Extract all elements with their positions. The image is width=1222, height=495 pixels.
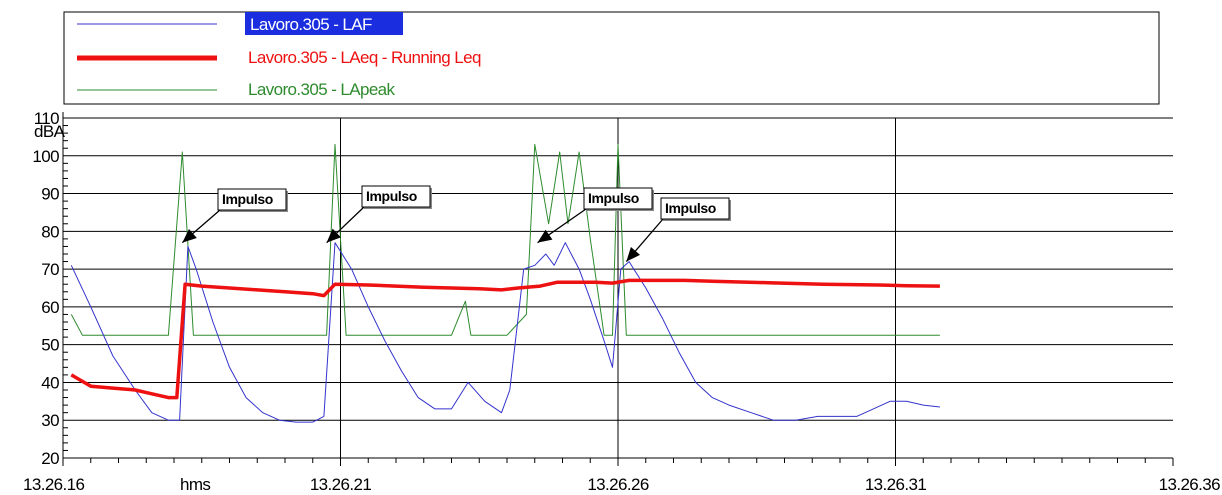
y-tick-label: 50	[41, 336, 59, 355]
annotation-label: Impulso	[222, 191, 273, 207]
series-line-lapeak	[70, 143, 940, 336]
y-tick-label: 60	[41, 298, 59, 317]
annotation-label: Impulso	[665, 200, 716, 216]
legend-label-laf: Lavoro.305 - LAF	[250, 15, 372, 34]
legend-frame	[63, 11, 1160, 105]
x-tick-label: 13.26.31	[865, 475, 927, 494]
annotation-arrow-head	[537, 229, 553, 243]
legend-label-laeq: Lavoro.305 - LAeq - Running Leq	[248, 48, 481, 67]
annotation-box	[217, 188, 287, 211]
axes: dBA hms 20 30 40 50 60 70 80 90 100 110 13.26.16 13…	[23, 109, 1221, 494]
y-axis-label: dBA	[34, 122, 66, 141]
y-tick-label: 30	[41, 411, 59, 430]
annotation-box	[583, 187, 653, 210]
y-tick-label: 110	[34, 109, 59, 128]
x-tick-label: 13.26.36	[1159, 475, 1221, 494]
y-tick-label: 90	[41, 185, 59, 204]
x-axis-label: hms	[180, 475, 210, 494]
annotation-box	[361, 185, 431, 208]
annotation-label: Impulso	[588, 190, 639, 206]
y-tick-label: 80	[41, 222, 59, 241]
annotation-arrow-head	[326, 228, 341, 243]
annotation-label: Impulso	[366, 188, 417, 204]
series-line-laf	[70, 242, 940, 423]
annotation-arrow-head	[182, 228, 197, 243]
x-tick-label: 13.26.16	[23, 475, 85, 494]
y-tick-label: 40	[41, 373, 59, 392]
annotations: Impulso Impulso Impulso Impulso	[181, 185, 731, 262]
legend-label-lapeak: Lavoro.305 - LApeak	[248, 80, 396, 99]
legend-highlight	[245, 12, 403, 35]
x-tick-label: 13.26.26	[587, 475, 649, 494]
y-tick-label: 100	[32, 147, 59, 166]
legend: Lavoro.305 - LAF Lavoro.305 - LAeq - Run…	[63, 11, 1160, 105]
series-line-laeq	[70, 278, 940, 400]
series-group	[70, 143, 940, 423]
y-tick-label: 70	[41, 260, 59, 279]
y-tick-label: 20	[41, 449, 59, 468]
x-tick-label: 13.26.21	[310, 475, 372, 494]
annotation-arrow-head	[626, 247, 641, 262]
annotation-box	[660, 197, 730, 220]
